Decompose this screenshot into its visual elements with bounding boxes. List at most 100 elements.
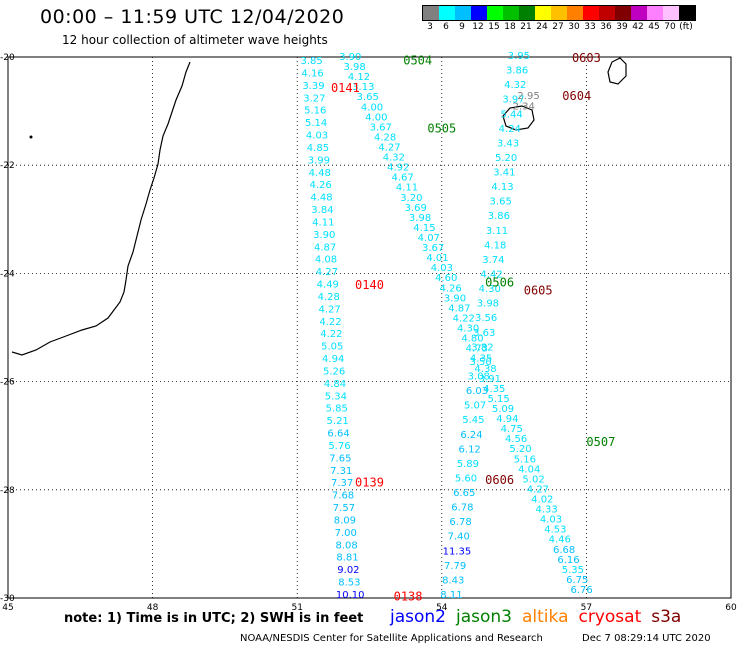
track-a-value: 4.22 bbox=[319, 317, 341, 328]
color-swatch bbox=[455, 6, 471, 20]
track-c-value: 3.74 bbox=[482, 255, 504, 266]
track-a-value: 3.85 bbox=[301, 56, 323, 67]
color-swatch bbox=[631, 6, 647, 20]
track-c-value: 5.60 bbox=[455, 473, 477, 484]
lat-tick-label: -26 bbox=[0, 378, 15, 388]
track-b-value: 4.15 bbox=[413, 223, 435, 234]
track-b-value: 5.09 bbox=[492, 404, 514, 415]
lat-tick-label: -28 bbox=[0, 486, 15, 496]
track-c-value: 5.45 bbox=[462, 415, 484, 426]
track-c-value: 8.43 bbox=[442, 575, 464, 586]
track-a-value: 4.84 bbox=[324, 379, 346, 390]
track-b-value: 3.90 bbox=[444, 293, 466, 304]
madagascar-coastline bbox=[11, 61, 191, 356]
track-b-value: 6.16 bbox=[557, 555, 579, 566]
track-c-value: 6.65 bbox=[453, 488, 475, 499]
pass-id-label: 0141 bbox=[331, 81, 360, 95]
track-a-value: 7.57 bbox=[333, 503, 355, 514]
track-c-value: 6.78 bbox=[449, 517, 471, 528]
track-b-value: 3.90 bbox=[339, 52, 361, 63]
track-b-value: 3.67 bbox=[370, 122, 392, 133]
pass-id-label: 0140 bbox=[355, 278, 384, 292]
track-b-value: 4.87 bbox=[448, 303, 470, 314]
pass-id-label: 0139 bbox=[355, 476, 384, 490]
track-a-value: 7.37 bbox=[331, 478, 353, 489]
track-c-value: 4.30 bbox=[479, 284, 501, 295]
track-b-value: 4.02 bbox=[531, 494, 553, 505]
track-a-value: 7.00 bbox=[335, 528, 357, 539]
track-c-value: 5.44 bbox=[500, 109, 522, 120]
track-a-value: 9.02 bbox=[337, 565, 359, 576]
track-b-value: 4.00 bbox=[361, 102, 383, 113]
track-b-value: 4.26 bbox=[439, 283, 461, 294]
track-b-value: 6.76 bbox=[570, 585, 592, 596]
track-a-value: 5.85 bbox=[326, 404, 348, 415]
track-a-value: 8.09 bbox=[334, 515, 356, 526]
color-swatch bbox=[535, 6, 551, 20]
track-c-value: 3.97 bbox=[502, 95, 524, 106]
color-swatch bbox=[551, 6, 567, 20]
color-tick-label: 15 bbox=[488, 22, 500, 32]
track-b-value: 4.00 bbox=[365, 112, 387, 123]
track-b-value: 5.15 bbox=[488, 394, 510, 405]
track-a-value: 4.27 bbox=[316, 267, 338, 278]
track-c-value: 6.12 bbox=[459, 444, 481, 455]
track-b-value: 5.02 bbox=[522, 474, 544, 485]
track-c-value: 5.89 bbox=[457, 459, 479, 470]
track-b-value: 3.69 bbox=[405, 203, 427, 214]
track-c-value: 11.35 bbox=[443, 546, 472, 557]
track-c-value: 8.11 bbox=[440, 590, 462, 601]
track-a-value: 4.22 bbox=[320, 329, 342, 340]
track-c-value: 4.24 bbox=[499, 124, 521, 135]
track-b-value: 4.03 bbox=[431, 263, 453, 274]
track-b-value: 4.92 bbox=[387, 163, 409, 174]
pass-id-label: 0506 bbox=[485, 276, 514, 290]
color-tick-label: 12 bbox=[472, 22, 484, 32]
track-c-value: 3.50 bbox=[469, 357, 491, 368]
color-tick-label: 30 bbox=[568, 22, 580, 32]
track-b-value: 4.33 bbox=[536, 505, 558, 516]
color-tick-label: 42 bbox=[632, 22, 644, 32]
track-a-value: 7.31 bbox=[330, 466, 352, 477]
track-a-value: 5.16 bbox=[304, 106, 326, 117]
track-a-value: 7.65 bbox=[329, 453, 351, 464]
color-tick-label: 36 bbox=[600, 22, 612, 32]
track-b-value: 3.98 bbox=[409, 213, 431, 224]
track-a-value: 4.27 bbox=[318, 304, 340, 315]
pass-id-label: 0604 bbox=[562, 89, 591, 103]
pass-id-label: 0606 bbox=[485, 473, 514, 487]
track-b-value: 6.68 bbox=[553, 545, 575, 556]
track-a-value: 3.90 bbox=[313, 230, 335, 241]
track-a-value: 5.34 bbox=[325, 391, 347, 402]
track-a-value: 8.08 bbox=[336, 540, 358, 551]
track-a-value: 6.64 bbox=[327, 429, 349, 440]
satellite-jason3: jason3 bbox=[456, 607, 512, 627]
track-b-value: 4.01 bbox=[426, 253, 448, 264]
track-c-value: 5.20 bbox=[495, 153, 517, 164]
color-tick-labels: 3 6 9 12 15 18 21 24 27 30 33 36 39 42 45 70 (ft) bbox=[422, 21, 696, 33]
track-b-value: 4.12 bbox=[348, 72, 370, 83]
track-b-value: 3.20 bbox=[400, 193, 422, 204]
small-island bbox=[29, 135, 33, 139]
color-tick-label: 18 bbox=[504, 22, 516, 32]
satellite-legend: jason2 jason3 altika cryosat s3a bbox=[390, 607, 691, 627]
track-c-value: 3.95 bbox=[508, 51, 530, 62]
lon-tick-label: 45 bbox=[2, 603, 13, 613]
pass-id-label: 0505 bbox=[427, 121, 456, 135]
color-tick-label: 6 bbox=[443, 22, 449, 32]
track-c-value: 3.86 bbox=[488, 211, 510, 222]
mauritius-island bbox=[607, 57, 627, 85]
color-tick-label: 3 bbox=[427, 22, 433, 32]
lon-tick-label: 57 bbox=[581, 603, 592, 613]
track-c-value: 3.82 bbox=[471, 342, 493, 353]
track-a-value: 3.99 bbox=[308, 155, 330, 166]
color-swatch bbox=[647, 6, 663, 20]
track-b-value: 4.27 bbox=[527, 484, 549, 495]
track-b-value: 4.67 bbox=[391, 173, 413, 184]
track-c-value: 3.65 bbox=[490, 197, 512, 208]
lat-tick-label: -30 bbox=[0, 594, 15, 604]
page-title: 00:00 – 11:59 UTC 12/04/2020 bbox=[40, 6, 345, 28]
track-b-value: 4.38 bbox=[474, 364, 496, 375]
track-b-value: 3.98 bbox=[343, 62, 365, 73]
